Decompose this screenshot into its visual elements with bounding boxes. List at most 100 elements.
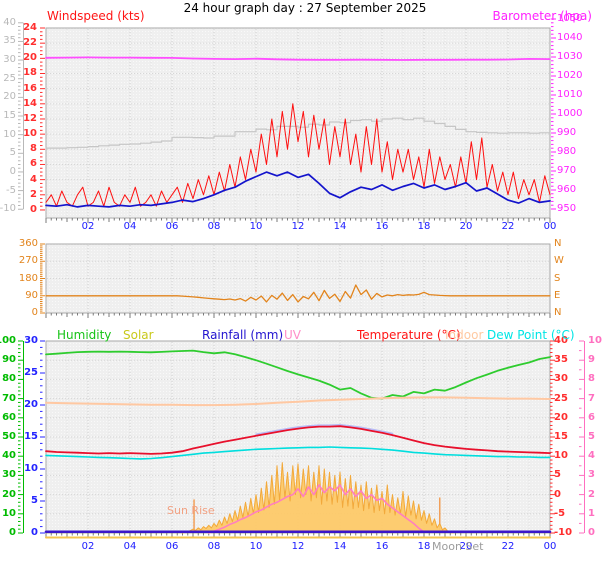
climate-tmp-tick-label: 15 xyxy=(554,431,568,442)
climate-tmp-tick-label: -10 xyxy=(554,527,573,538)
climate-uvx-tick-label: 9 xyxy=(588,354,595,366)
climate-uvx-tick-label: 8 xyxy=(588,373,595,385)
wind-kts-tick-label: 14 xyxy=(23,97,37,109)
x-axis-label: 04 xyxy=(123,541,137,552)
wind-hpa-tick-label: 950 xyxy=(557,202,577,214)
x-axis-label: 02 xyxy=(81,221,95,232)
apparent-temperature-line xyxy=(255,423,394,436)
climate-uvx-tick-label: 0 xyxy=(588,527,595,538)
barometer-line xyxy=(45,56,551,61)
dir-deg-tick-label: 90 xyxy=(25,289,38,301)
x-axis-label: 20 xyxy=(459,221,473,232)
legend-indoor: Indoor xyxy=(445,328,484,342)
wind-kts-tick-label: 8 xyxy=(30,143,37,155)
climate-blu-tick-label: 5 xyxy=(31,495,38,506)
barometer-axis-title: Barometer (hpa) xyxy=(492,9,592,23)
wind-kts-tick-label: 4 xyxy=(30,173,37,185)
wind-kts-tick-label: 16 xyxy=(23,82,37,94)
wind-hpa-tick-label: 1020 xyxy=(557,69,583,81)
wind-hpa-tick-label: 970 xyxy=(557,164,577,176)
x-axis-label: 12 xyxy=(291,221,305,232)
climate-uvx-tick-label: 1 xyxy=(588,507,595,519)
wind-grayT-tick-label: -5 xyxy=(6,184,16,196)
wind-kts-tick-label: 18 xyxy=(23,67,37,79)
climate-uvx-tick-label: 6 xyxy=(588,411,595,423)
climate-pct-tick-label: 10 xyxy=(2,507,16,519)
dir-deg-tick-label: 180 xyxy=(18,272,38,284)
climate-tmp-tick-label: 35 xyxy=(554,354,568,366)
wind-direction-line xyxy=(45,284,551,303)
climate-tmp-tick-label: 5 xyxy=(554,469,561,481)
climate-uvx-tick-label: 2 xyxy=(588,488,595,500)
x-axis-label: 02 xyxy=(81,541,95,552)
climate-tmp-tick-label: -5 xyxy=(554,507,566,519)
climate-blu-tick-label: 15 xyxy=(24,431,38,442)
indoor-temperature-line xyxy=(45,396,551,407)
climate-uvx-tick-label: 5 xyxy=(588,431,595,442)
wind-hpa-tick-label: 1040 xyxy=(557,31,583,43)
solar-line xyxy=(182,462,454,534)
x-axis-label: 12 xyxy=(291,541,305,552)
legend-temperature: Temperature (°C) xyxy=(357,328,461,342)
temperature-line xyxy=(45,425,551,455)
wind-grayT-tick-label: 30 xyxy=(3,54,16,66)
wind-average-line xyxy=(45,171,551,208)
wind-hpa-tick-label: 1050 xyxy=(557,12,583,24)
wind-kts-tick-label: 12 xyxy=(23,112,37,124)
climate-pct-tick-label: 50 xyxy=(2,431,16,442)
wind-kts-tick-label: 20 xyxy=(23,52,37,64)
climate-blu-tick-label: 0 xyxy=(31,527,38,538)
wind-grayT-tick-label: 10 xyxy=(3,128,16,140)
uv-index-line xyxy=(208,484,425,534)
compass-letter: S xyxy=(554,272,561,284)
climate-tmp-tick-label: 10 xyxy=(554,450,568,462)
x-axis-label: 16 xyxy=(375,221,389,232)
wind-grayT-tick-label: -10 xyxy=(0,203,16,215)
wind-hpa-tick-label: 1010 xyxy=(557,88,583,100)
wind-grayT-tick-label: 25 xyxy=(3,72,16,84)
dew-point-line xyxy=(45,446,551,460)
climate-tmp-tick-label: 40 xyxy=(554,335,568,346)
climate-tmp-tick-label: 30 xyxy=(554,373,568,385)
x-axis-label: 06 xyxy=(165,541,179,552)
climate-blu-tick-label: 25 xyxy=(24,367,38,378)
climate-pct-tick-label: 90 xyxy=(2,354,16,366)
wind-hpa-tick-label: 1000 xyxy=(557,107,583,119)
dir-deg-tick-label: 270 xyxy=(18,255,38,267)
wind-grayT-tick-label: 20 xyxy=(3,91,16,103)
climate-pct-tick-label: 60 xyxy=(2,411,16,423)
page-title: 24 hour graph day : 27 September 2025 xyxy=(183,1,427,15)
wind-hpa-tick-label: 960 xyxy=(557,183,577,195)
climate-uvx-tick-label: 10 xyxy=(588,335,602,346)
wind-hpa-tick-label: 1030 xyxy=(557,50,583,62)
dir-deg-tick-label: 360 xyxy=(18,238,38,249)
wind-kts-tick-label: 10 xyxy=(23,128,37,140)
x-axis-label: 22 xyxy=(501,541,515,552)
x-axis-label: 18 xyxy=(417,541,431,552)
sunrise-annotation: Sun Rise xyxy=(167,504,215,517)
climate-tmp-tick-label: 0 xyxy=(554,488,561,500)
dir-deg-tick-label: 0 xyxy=(31,307,38,318)
climate-blu-tick-label: 20 xyxy=(24,399,38,410)
moonset-annotation: Moon Set xyxy=(432,540,484,553)
x-axis-label: 00 xyxy=(543,541,557,552)
legend-uv: UV xyxy=(284,328,301,342)
wind-grayT-tick-label: 40 xyxy=(3,16,16,28)
wind-kts-tick-label: 0 xyxy=(30,203,37,215)
x-axis-label: 20 xyxy=(459,541,473,552)
compass-letter: W xyxy=(554,255,564,267)
x-axis-label: 06 xyxy=(165,221,179,232)
climate-pct-tick-label: 0 xyxy=(9,527,16,538)
x-axis-label: 10 xyxy=(249,221,263,232)
climate-uvx-tick-label: 3 xyxy=(588,469,595,481)
climate-uvx-tick-label: 4 xyxy=(588,450,595,462)
climate-blu-tick-label: 30 xyxy=(24,335,38,346)
legend-solar: Solar xyxy=(123,328,154,342)
wind-grayT-tick-label: 15 xyxy=(3,110,16,121)
compass-letter: N xyxy=(554,238,562,249)
gray-trend-line xyxy=(45,117,551,149)
x-axis-label: 22 xyxy=(501,221,515,232)
x-axis-label: 10 xyxy=(249,541,263,552)
